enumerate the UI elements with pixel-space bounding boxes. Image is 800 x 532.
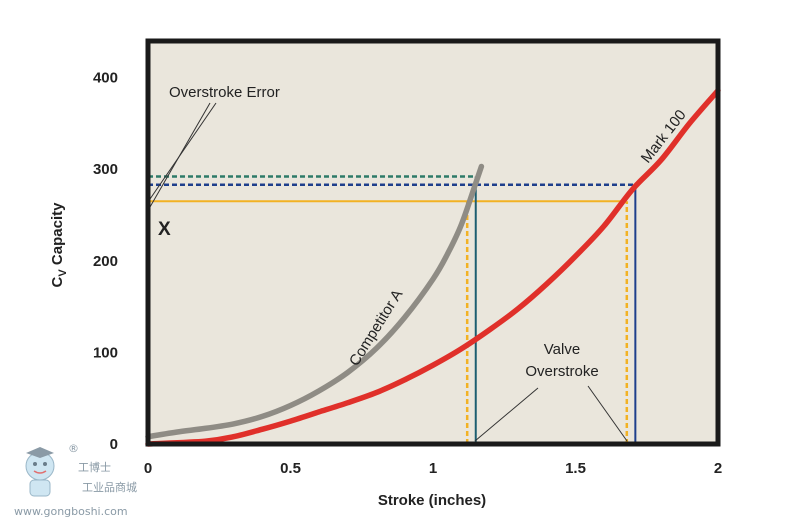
x-axis-title: Stroke (inches) bbox=[378, 492, 486, 509]
y-axis-title-rest: Capacity bbox=[49, 202, 66, 269]
x-marker-label: X bbox=[158, 219, 171, 240]
x-tick-label: 0 bbox=[144, 460, 152, 477]
mascot-icon bbox=[25, 447, 55, 497]
competitor-a-curve bbox=[145, 163, 485, 440]
y-tick-label: 400 bbox=[93, 70, 118, 87]
watermark-brand-sub: 工业品商城 bbox=[82, 480, 137, 494]
valve-overstroke-label-line2: Overstroke bbox=[525, 363, 598, 380]
plot-area bbox=[148, 41, 718, 444]
overstroke-error-label: Overstroke Error bbox=[169, 84, 280, 101]
valve-overstroke-label-line1: Valve bbox=[544, 341, 580, 358]
reference-lines bbox=[148, 175, 637, 444]
watermark-url: www.gongboshi.com bbox=[14, 505, 128, 518]
mark-100-curve bbox=[145, 87, 721, 447]
watermark: ® 工博士 工业品商城 www.gongboshi.com bbox=[14, 442, 137, 518]
x-tick-label: 0.5 bbox=[280, 460, 301, 477]
valve-leader-line-right bbox=[587, 385, 628, 442]
y-axis-title-main: C bbox=[49, 276, 66, 287]
leader-lines bbox=[149, 102, 628, 442]
y-tick-label: 200 bbox=[93, 253, 118, 270]
watermark-brand: 工博士 bbox=[78, 461, 111, 474]
y-axis-title: CV Capacity bbox=[49, 202, 69, 288]
y-tick-label: 0 bbox=[110, 436, 118, 453]
y-axis-title-subscript: V bbox=[57, 269, 69, 277]
overstroke-leader-line-2 bbox=[149, 102, 211, 208]
y-tick-label: 100 bbox=[93, 344, 118, 361]
x-tick-label: 2 bbox=[714, 460, 722, 477]
x-tick-label: 1.5 bbox=[565, 460, 586, 477]
valve-leader-line-left bbox=[474, 387, 539, 442]
y-tick-label: 300 bbox=[93, 161, 118, 178]
x-axis-tick-labels: 0 0.5 1 1.5 2 bbox=[144, 460, 722, 477]
watermark-registered: ® bbox=[68, 442, 79, 455]
x-tick-label: 1 bbox=[429, 460, 437, 477]
series-lines bbox=[145, 87, 721, 447]
overstroke-leader-line-1 bbox=[149, 102, 217, 200]
y-axis-tick-labels: 0 100 200 300 400 bbox=[93, 70, 118, 453]
plot-frame bbox=[145, 38, 721, 447]
